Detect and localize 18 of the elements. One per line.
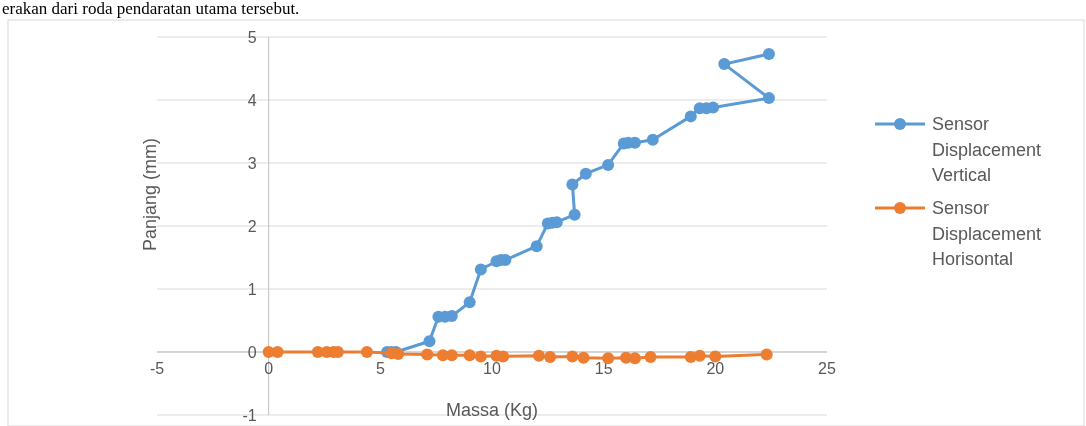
y-tick-label: 4: [247, 91, 257, 109]
legend-label: Sensor Displacement Horisontal: [932, 198, 1042, 269]
y-tick-label: 3: [247, 154, 257, 172]
x-tick-label: 25: [818, 360, 836, 377]
x-tick-label: -5: [149, 360, 165, 377]
x-axis-title: Massa (Kg): [445, 400, 539, 420]
x-tick-label: 5: [375, 360, 385, 377]
y-axis-title: Panjang (mm): [139, 137, 160, 252]
y-tick-label: 1: [247, 280, 257, 298]
legend-label: Sensor Displacement Vertical: [932, 114, 1042, 185]
y-tick-label: -1: [242, 406, 257, 424]
y-tick-label: 0: [247, 343, 257, 361]
text: erakan dari roda pendaratan utama tersebut.: [2, 0, 300, 18]
x-tick-label: 10: [483, 360, 501, 377]
y-tick-label: 5: [247, 28, 257, 46]
y-tick-label: 2: [247, 217, 257, 235]
x-tick-label: 20: [706, 360, 725, 377]
x-tick-label: 0: [264, 360, 274, 377]
